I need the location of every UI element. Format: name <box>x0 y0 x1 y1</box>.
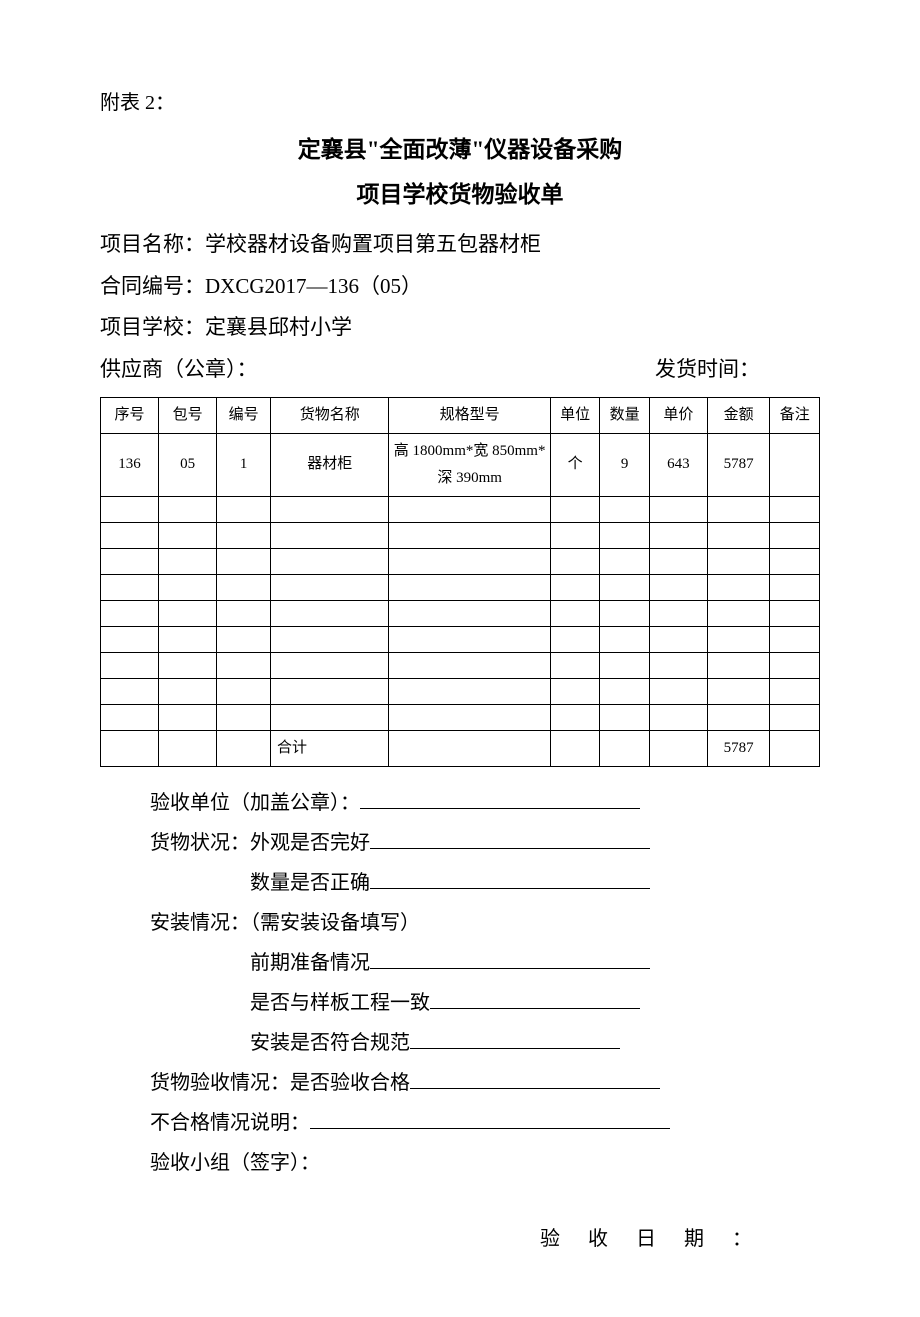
team-line: 验收小组（签字）： <box>150 1145 820 1181</box>
table-row <box>101 626 820 652</box>
fail-blank <box>310 1128 670 1129</box>
th-unit: 单位 <box>550 397 600 433</box>
status-appearance-line: 货物状况：外观是否完好 <box>150 825 820 861</box>
table-row <box>101 600 820 626</box>
school-label: 项目学校： <box>100 315 205 339</box>
install-match-blank <box>430 1008 640 1009</box>
install-spec-line: 安装是否符合规范 <box>150 1025 820 1061</box>
accept-ok-label: 是否验收合格 <box>290 1072 410 1094</box>
th-note: 备注 <box>770 397 820 433</box>
install-match-label: 是否与样板工程一致 <box>250 992 430 1014</box>
cell-pkg: 05 <box>159 433 217 496</box>
supplier-label: 供应商（公章）： <box>100 351 258 389</box>
table-row <box>101 522 820 548</box>
cell-qty: 9 <box>600 433 650 496</box>
table-header-row: 序号 包号 编号 货物名称 规格型号 单位 数量 单价 金额 备注 <box>101 397 820 433</box>
status-label: 货物状况： <box>150 832 250 854</box>
status-appearance-blank <box>370 848 650 849</box>
accept-unit-line: 验收单位（加盖公章）： <box>150 785 820 821</box>
cell-spec: 高 1800mm*宽 850mm*深 390mm <box>389 433 550 496</box>
accept-unit-label: 验收单位（加盖公章）： <box>150 792 360 814</box>
date-line: 验收日期： <box>150 1221 820 1257</box>
doc-title-1: 定襄县"全面改薄"仪器设备采购 <box>100 129 820 170</box>
ship-label: 发货时间： <box>655 351 820 389</box>
th-seq: 序号 <box>101 397 159 433</box>
school-value: 定襄县邱村小学 <box>205 315 352 339</box>
form-section: 验收单位（加盖公章）： 货物状况：外观是否完好 数量是否正确 安装情况：（需安装… <box>100 785 820 1257</box>
status-appearance-label: 外观是否完好 <box>250 832 370 854</box>
install-hint-line: 安装情况：（需安装设备填写） <box>150 905 820 941</box>
accept-ok-blank <box>410 1088 660 1089</box>
annex-label: 附表 2： <box>100 85 820 121</box>
install-hint: （需安装设备填写） <box>250 912 420 934</box>
th-qty: 数量 <box>600 397 650 433</box>
cell-total-amount: 5787 <box>707 730 769 766</box>
status-qty-label: 数量是否正确 <box>250 872 370 894</box>
table-row: 136 05 1 器材柜 高 1800mm*宽 850mm*深 390mm 个 … <box>101 433 820 496</box>
install-match-line: 是否与样板工程一致 <box>150 985 820 1021</box>
project-value: 学校器材设备购置项目第五包器材柜 <box>205 232 541 256</box>
th-amt: 金额 <box>707 397 769 433</box>
cell-amt: 5787 <box>707 433 769 496</box>
install-prep-line: 前期准备情况 <box>150 945 820 981</box>
cell-total-label: 合计 <box>271 730 389 766</box>
project-line: 项目名称：学校器材设备购置项目第五包器材柜 <box>100 226 820 264</box>
cell-no: 1 <box>217 433 271 496</box>
cell-note <box>770 433 820 496</box>
th-name: 货物名称 <box>271 397 389 433</box>
accept-unit-blank <box>360 808 640 809</box>
th-spec: 规格型号 <box>389 397 550 433</box>
install-label: 安装情况： <box>150 912 250 934</box>
cell-price: 643 <box>649 433 707 496</box>
contract-value: DXCG2017—136（05） <box>205 274 422 298</box>
th-no: 编号 <box>217 397 271 433</box>
school-line: 项目学校：定襄县邱村小学 <box>100 309 820 347</box>
supplier-ship-row: 供应商（公章）： 发货时间： <box>100 351 820 389</box>
goods-table: 序号 包号 编号 货物名称 规格型号 单位 数量 单价 金额 备注 136 05… <box>100 397 820 767</box>
contract-label: 合同编号： <box>100 274 205 298</box>
table-row <box>101 652 820 678</box>
contract-line: 合同编号：DXCG2017—136（05） <box>100 268 820 306</box>
accept-label: 货物验收情况： <box>150 1072 290 1094</box>
table-row <box>101 704 820 730</box>
date-label: 验收日期： <box>540 1228 780 1250</box>
th-pkg: 包号 <box>159 397 217 433</box>
cell-unit: 个 <box>550 433 600 496</box>
cell-seq: 136 <box>101 433 159 496</box>
fail-line: 不合格情况说明： <box>150 1105 820 1141</box>
accept-ok-line: 货物验收情况：是否验收合格 <box>150 1065 820 1101</box>
table-total-row: 合计 5787 <box>101 730 820 766</box>
th-price: 单价 <box>649 397 707 433</box>
status-qty-blank <box>370 888 650 889</box>
fail-label: 不合格情况说明： <box>150 1112 310 1134</box>
team-label: 验收小组（签字）： <box>150 1152 320 1174</box>
table-row <box>101 678 820 704</box>
install-spec-label: 安装是否符合规范 <box>250 1032 410 1054</box>
project-label: 项目名称： <box>100 232 205 256</box>
install-prep-label: 前期准备情况 <box>250 952 370 974</box>
install-prep-blank <box>370 968 650 969</box>
doc-title-2: 项目学校货物验收单 <box>100 174 820 215</box>
table-row <box>101 496 820 522</box>
cell-name: 器材柜 <box>271 433 389 496</box>
table-row <box>101 548 820 574</box>
install-spec-blank <box>410 1048 620 1049</box>
table-row <box>101 574 820 600</box>
status-qty-line: 数量是否正确 <box>150 865 820 901</box>
